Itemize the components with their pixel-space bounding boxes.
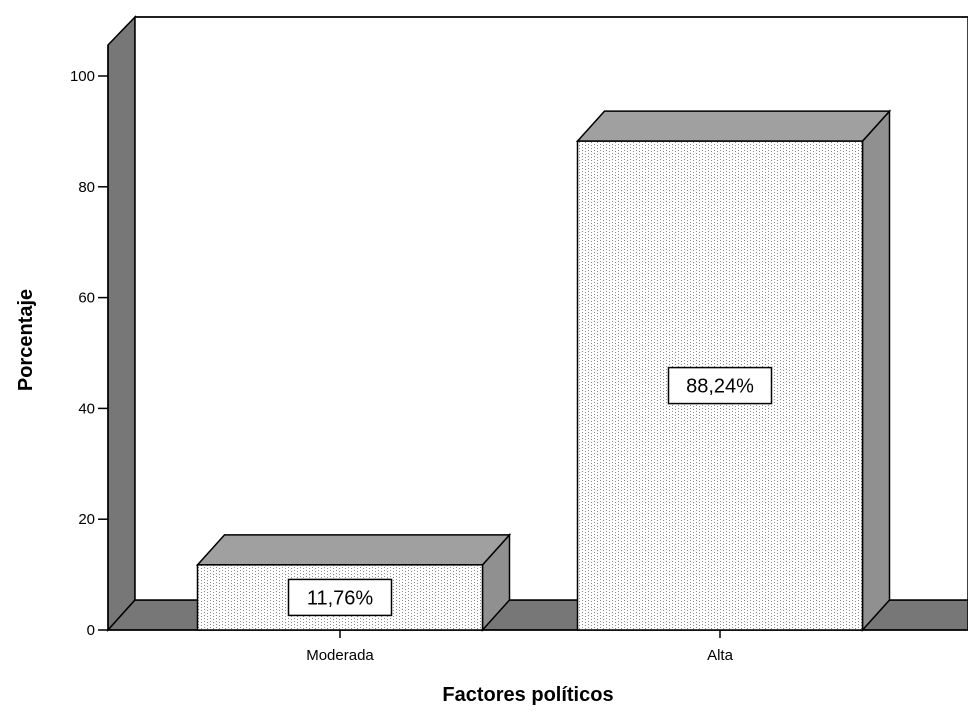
left-wall	[107, 15, 136, 632]
y-tick-label: 60	[78, 290, 95, 307]
data-label-text: 11,76%	[307, 587, 374, 609]
x-axis-title: Factores políticos	[442, 684, 613, 706]
data-label: 88,24%	[667, 366, 773, 405]
y-axis-title: Porcentaje	[15, 289, 37, 391]
y-axis-ticks: 0 20 40 60 80 100	[70, 68, 108, 639]
bar-alta: 88,24%	[575, 109, 892, 632]
bar-top-face	[195, 534, 512, 566]
y-tick-label: 0	[87, 622, 95, 639]
data-label-box	[667, 366, 773, 405]
bar-moderada: 11,76%	[195, 532, 512, 632]
data-label: 11,76%	[287, 578, 393, 617]
bars: 11,76% 88,24%	[195, 109, 892, 632]
y-tick-label: 20	[78, 511, 95, 528]
bar-side-face	[861, 109, 891, 632]
y-tick-label: 80	[78, 179, 95, 196]
x-tick-label: Alta	[707, 647, 734, 664]
y-tick-label: 40	[78, 400, 95, 417]
data-label-box	[287, 578, 393, 617]
data-label-text: 88,24%	[686, 376, 754, 398]
x-tick-label: Moderada	[306, 647, 374, 664]
x-axis-ticks: Moderada Alta	[306, 630, 734, 664]
bar-top-face	[575, 110, 892, 142]
y-tick-label: 100	[70, 68, 95, 85]
